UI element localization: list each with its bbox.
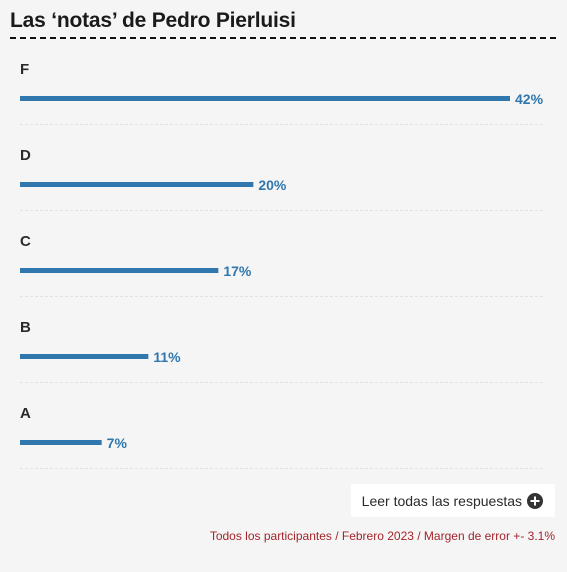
category-label: B <box>20 319 31 336</box>
bar <box>20 440 102 445</box>
category-label: C <box>20 233 31 250</box>
bar <box>20 268 219 273</box>
category-label: F <box>20 61 29 78</box>
chart-title: Las ‘notas’ de Pedro Pierluisi <box>10 9 296 32</box>
bar <box>20 354 149 359</box>
value-label: 7% <box>107 435 128 451</box>
read-all-answers-label: Leer todas las respuestas <box>361 492 522 509</box>
value-label: 11% <box>153 349 181 365</box>
bar-chart: F 42% D 20% C 17% B 11% A 7% <box>20 61 545 469</box>
title-divider <box>10 37 556 39</box>
bar <box>20 96 510 101</box>
read-all-answers-button[interactable]: Leer todas las respuestas <box>351 484 555 517</box>
value-label: 42% <box>515 91 544 107</box>
value-label: 17% <box>223 263 252 279</box>
bar <box>20 182 254 187</box>
plus-circle-icon <box>527 492 543 509</box>
source-note: Todos los participantes / Febrero 2023 /… <box>209 529 555 543</box>
category-label: A <box>20 405 31 422</box>
category-label: D <box>20 147 31 164</box>
value-label: 20% <box>258 177 287 193</box>
